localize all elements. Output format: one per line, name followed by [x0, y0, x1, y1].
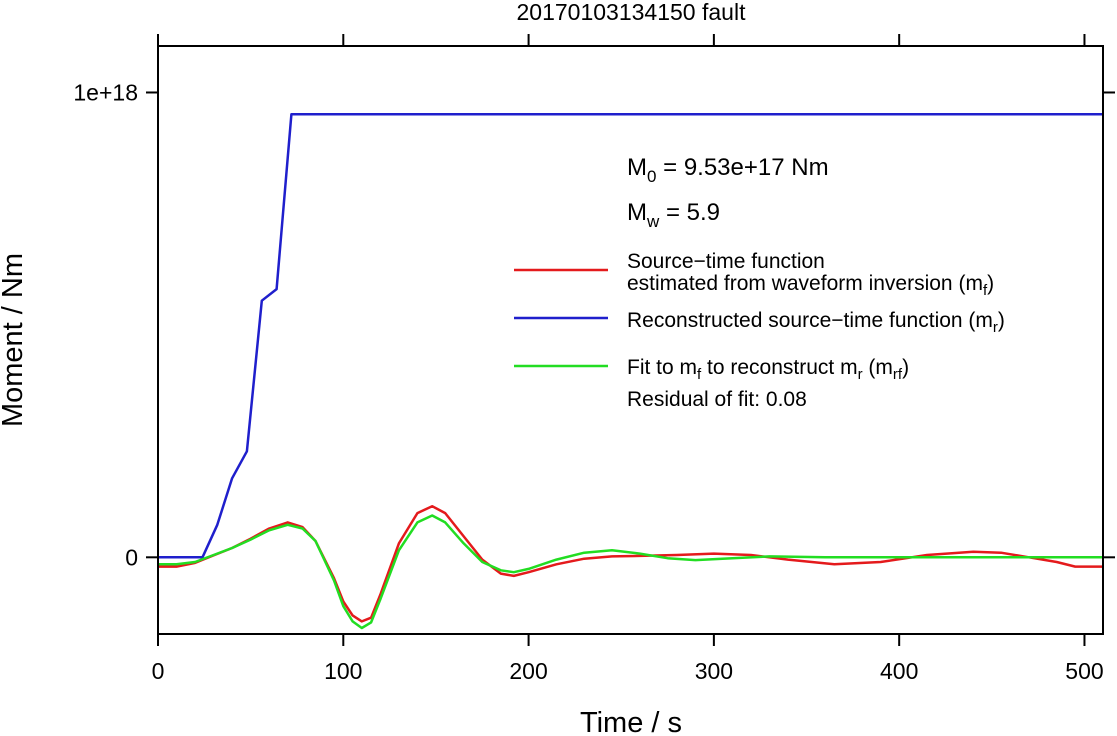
plot-frame: [157, 45, 1104, 635]
tick-layer: 0 100 200 300 400 500 0 1e+18: [73, 34, 1115, 684]
legend-red-line1: Source−time function: [627, 250, 825, 273]
series-red-stf: [158, 504, 1103, 623]
series-layer: [158, 113, 1103, 630]
x-tick-label: 100: [324, 658, 362, 684]
x-tick-label: 300: [695, 658, 733, 684]
legend-red-line2: estimated from waveform inversion (mf): [627, 272, 994, 299]
x-tick-label: 400: [880, 658, 918, 684]
legend-green-label: Fit to mf to reconstruct mr (mrf): [627, 356, 909, 383]
series-blue-reconstructed: [158, 113, 1103, 559]
x-tick-label: 200: [509, 658, 547, 684]
y-axis-label: Moment / Nm: [0, 253, 29, 427]
series-green-fit: [158, 514, 1103, 630]
x-tick-label: 500: [1065, 658, 1103, 684]
legend: Source−time function estimated from wave…: [514, 250, 1005, 411]
y-tick-label: 0: [125, 544, 138, 570]
legend-blue-label: Reconstructed source−time function (mr): [627, 309, 1005, 336]
mw-annotation: Mw = 5.9: [627, 199, 720, 231]
chart-title: 20170103134150 fault: [517, 0, 747, 25]
x-axis-label: Time / s: [580, 707, 682, 736]
m0-annotation: M0 = 9.53e+17 Nm: [627, 154, 829, 186]
residual-annotation: Residual of fit: 0.08: [627, 388, 807, 411]
y-tick-label: 1e+18: [73, 79, 138, 105]
x-tick-label: 0: [152, 658, 165, 684]
